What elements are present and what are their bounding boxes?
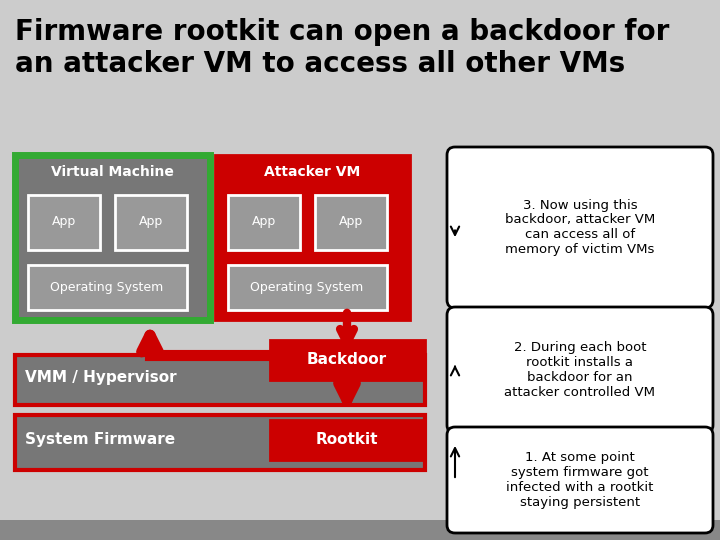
- Text: Attacker VM: Attacker VM: [264, 165, 360, 179]
- Text: 1. At some point
system firmware got
infected with a rootkit
staying persistent: 1. At some point system firmware got inf…: [506, 451, 654, 509]
- FancyBboxPatch shape: [228, 265, 387, 310]
- Text: Rootkit: Rootkit: [316, 433, 378, 448]
- FancyBboxPatch shape: [0, 520, 720, 540]
- Text: 3. Now using this
backdoor, attacker VM
can access all of
memory of victim VMs: 3. Now using this backdoor, attacker VM …: [505, 199, 655, 256]
- Text: App: App: [339, 215, 363, 228]
- Text: Virtual Machine: Virtual Machine: [50, 165, 174, 179]
- Text: App: App: [52, 215, 76, 228]
- Text: 2. During each boot
rootkit installs a
backdoor for an
attacker controlled VM: 2. During each boot rootkit installs a b…: [505, 341, 655, 399]
- Text: System Firmware: System Firmware: [25, 432, 175, 447]
- Text: Operating System: Operating System: [251, 280, 364, 294]
- FancyBboxPatch shape: [15, 355, 425, 405]
- FancyBboxPatch shape: [315, 195, 387, 250]
- Text: App: App: [252, 215, 276, 228]
- FancyBboxPatch shape: [28, 265, 187, 310]
- Text: Backdoor: Backdoor: [307, 353, 387, 368]
- Text: Operating System: Operating System: [50, 280, 163, 294]
- FancyBboxPatch shape: [15, 155, 210, 320]
- FancyBboxPatch shape: [28, 195, 100, 250]
- FancyBboxPatch shape: [447, 307, 713, 433]
- FancyBboxPatch shape: [447, 427, 713, 533]
- Text: App: App: [139, 215, 163, 228]
- Text: VMM / Hypervisor: VMM / Hypervisor: [25, 370, 176, 385]
- FancyBboxPatch shape: [447, 147, 713, 308]
- Text: Firmware rootkit can open a backdoor for
an attacker VM to access all other VMs: Firmware rootkit can open a backdoor for…: [15, 18, 670, 78]
- FancyBboxPatch shape: [270, 340, 425, 380]
- FancyBboxPatch shape: [15, 415, 425, 470]
- FancyBboxPatch shape: [115, 195, 187, 250]
- FancyBboxPatch shape: [228, 195, 300, 250]
- FancyBboxPatch shape: [215, 155, 410, 320]
- FancyBboxPatch shape: [270, 420, 425, 460]
